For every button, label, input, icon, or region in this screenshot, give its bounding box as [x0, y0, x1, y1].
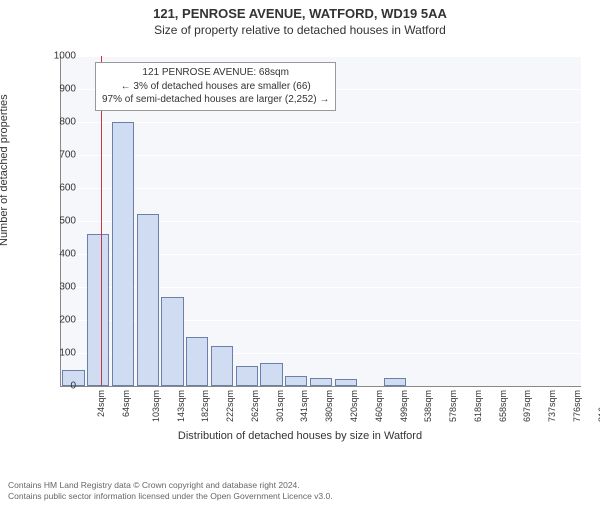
x-tick-label: 538sqm — [423, 390, 433, 422]
gridline — [61, 155, 581, 156]
x-tick-label: 341sqm — [300, 390, 310, 422]
x-tick-label: 103sqm — [151, 390, 161, 422]
histogram-bar — [87, 234, 109, 386]
x-tick-label: 380sqm — [324, 390, 334, 422]
x-tick-label: 658sqm — [498, 390, 508, 422]
histogram-bar — [310, 378, 332, 386]
y-tick-label: 0 — [46, 381, 76, 392]
x-tick-label: 301sqm — [275, 390, 285, 422]
x-tick-label: 64sqm — [121, 390, 131, 417]
x-tick-label: 24sqm — [96, 390, 106, 417]
y-tick-label: 700 — [46, 150, 76, 161]
gridline — [61, 188, 581, 189]
histogram-bar — [112, 122, 134, 386]
plot-area: 121 PENROSE AVENUE: 68sqm ← 3% of detach… — [60, 56, 581, 387]
footer-line-2: Contains public sector information licen… — [8, 491, 333, 502]
page-subtitle: Size of property relative to detached ho… — [0, 23, 600, 37]
footer-line-1: Contains HM Land Registry data © Crown c… — [8, 480, 333, 491]
x-tick-label: 816sqm — [597, 390, 600, 422]
chart-container: Number of detached properties 121 PENROS… — [0, 46, 600, 446]
gridline — [61, 56, 581, 57]
x-tick-label: 420sqm — [349, 390, 359, 422]
histogram-bar — [186, 337, 208, 387]
x-tick-label: 262sqm — [250, 390, 260, 422]
y-tick-label: 1000 — [46, 51, 76, 62]
info-line-1: 121 PENROSE AVENUE: 68sqm — [102, 66, 329, 80]
histogram-bar — [384, 378, 406, 386]
x-tick-label: 776sqm — [572, 390, 582, 422]
x-tick-label: 697sqm — [522, 390, 532, 422]
y-tick-label: 300 — [46, 282, 76, 293]
y-tick-label: 200 — [46, 315, 76, 326]
y-tick-label: 600 — [46, 183, 76, 194]
x-tick-label: 499sqm — [399, 390, 409, 422]
histogram-bar — [137, 214, 159, 386]
histogram-bar — [335, 379, 357, 386]
x-tick-label: 618sqm — [473, 390, 483, 422]
info-line-3: 97% of semi-detached houses are larger (… — [102, 93, 329, 107]
histogram-bar — [260, 363, 282, 386]
x-tick-label: 222sqm — [225, 390, 235, 422]
y-tick-label: 800 — [46, 117, 76, 128]
histogram-bar — [211, 346, 233, 386]
page-title: 121, PENROSE AVENUE, WATFORD, WD19 5AA — [0, 6, 600, 21]
info-box: 121 PENROSE AVENUE: 68sqm ← 3% of detach… — [95, 62, 336, 111]
y-axis-label: Number of detached properties — [0, 94, 10, 246]
histogram-bar — [285, 376, 307, 386]
gridline — [61, 122, 581, 123]
x-tick-label: 182sqm — [200, 390, 210, 422]
histogram-bar — [161, 297, 183, 386]
histogram-bar — [236, 366, 258, 386]
y-tick-label: 400 — [46, 249, 76, 260]
y-tick-label: 500 — [46, 216, 76, 227]
x-tick-label: 578sqm — [448, 390, 458, 422]
x-tick-label: 737sqm — [547, 390, 557, 422]
info-line-2: ← 3% of detached houses are smaller (66) — [102, 80, 329, 94]
y-tick-label: 900 — [46, 84, 76, 95]
footer-attribution: Contains HM Land Registry data © Crown c… — [8, 480, 333, 502]
x-tick-label: 460sqm — [374, 390, 384, 422]
x-tick-label: 143sqm — [176, 390, 186, 422]
x-axis-label: Distribution of detached houses by size … — [0, 430, 600, 442]
y-tick-label: 100 — [46, 348, 76, 359]
